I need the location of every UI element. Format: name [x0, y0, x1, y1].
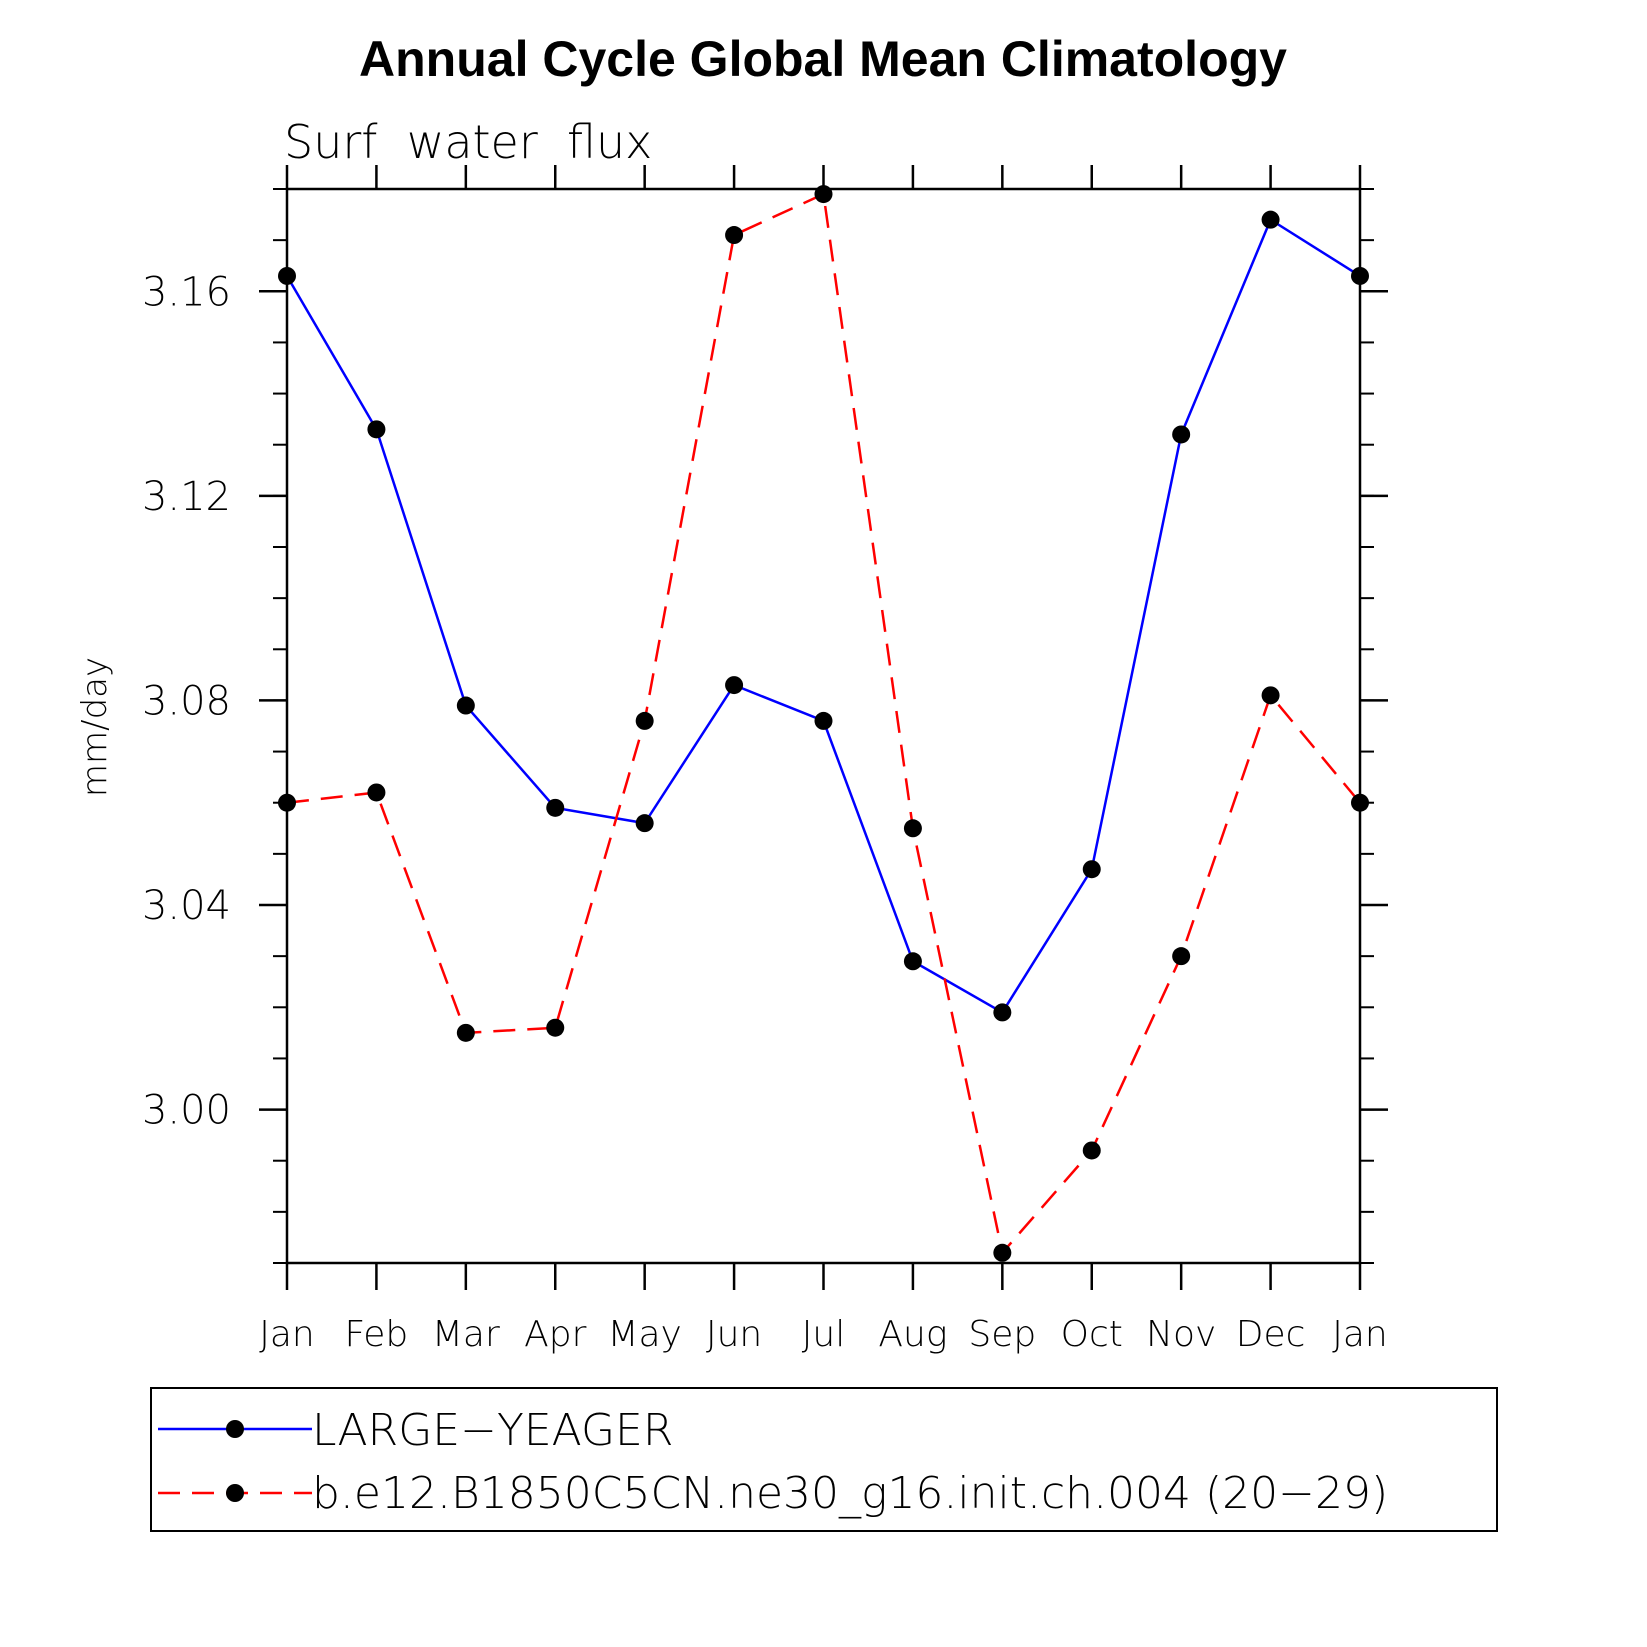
data-point-1 — [1351, 793, 1369, 812]
series-group — [278, 185, 1369, 1262]
x-tick-label: Jul — [802, 1314, 845, 1355]
chart-subtitle: Surf water flux — [284, 115, 652, 169]
x-tick-label: Dec — [1236, 1314, 1306, 1355]
data-point-0 — [635, 814, 654, 833]
data-point-0 — [278, 266, 296, 285]
legend-label-1: b.e12.B1850C5CN.ne30_g16.init.ch.004 (20… — [312, 1468, 1388, 1519]
x-tick-label: Jan — [259, 1314, 315, 1355]
y-tick-label: 3.12 — [142, 474, 231, 520]
x-tick-label: Mar — [432, 1314, 500, 1355]
legend-marker-0 — [226, 1420, 244, 1438]
data-point-0 — [546, 798, 565, 817]
data-point-1 — [278, 793, 296, 812]
data-point-0 — [1172, 425, 1191, 444]
data-point-1 — [635, 711, 654, 730]
y-tick-label: 3.08 — [142, 678, 231, 724]
x-tick-label: Aug — [878, 1314, 947, 1355]
y-axis-label: mm/day — [75, 657, 115, 797]
data-point-1 — [546, 1018, 565, 1037]
x-tick-label: Nov — [1146, 1314, 1216, 1355]
data-point-0 — [1082, 860, 1101, 879]
data-point-0 — [1261, 210, 1280, 229]
chart-title: Annual Cycle Global Mean Climatology — [359, 31, 1287, 87]
legend: LARGE−YEAGER b.e12.B1850C5CN.ne30_g16.in… — [150, 1387, 1498, 1532]
x-tick-label: Sep — [968, 1314, 1036, 1355]
x-tick-label: Jun — [706, 1314, 762, 1355]
axes: Jan Feb Mar Apr May Jun Jul Aug Sep Oct Nov Dec Jan 3… — [142, 165, 1388, 1355]
data-point-1 — [1172, 947, 1191, 966]
x-tick-label: Oct — [1061, 1314, 1123, 1355]
data-point-1 — [814, 185, 833, 204]
data-point-1 — [725, 226, 744, 245]
data-point-0 — [456, 696, 475, 715]
data-point-1 — [367, 783, 386, 802]
data-point-0 — [725, 676, 744, 695]
data-point-0 — [903, 952, 922, 971]
x-tick-label: Jan — [1332, 1314, 1388, 1355]
y-tick-label: 3.00 — [142, 1088, 231, 1134]
data-point-1 — [993, 1243, 1012, 1262]
legend-label-0: LARGE−YEAGER — [312, 1405, 673, 1456]
data-point-1 — [456, 1023, 475, 1042]
data-point-0 — [993, 1003, 1012, 1022]
data-point-1 — [1261, 686, 1280, 705]
y-tick-label: 3.16 — [142, 269, 231, 315]
x-tick-label: Feb — [345, 1314, 409, 1355]
y-tick-label: 3.04 — [142, 883, 231, 929]
legend-box — [150, 1387, 1498, 1532]
x-tick-label: Apr — [524, 1314, 586, 1355]
data-point-0 — [367, 420, 386, 439]
x-tick-label: May — [607, 1314, 681, 1355]
data-point-1 — [1082, 1141, 1101, 1160]
data-point-0 — [814, 711, 833, 730]
legend-marker-1 — [226, 1484, 244, 1502]
series-line-0 — [285, 217, 1361, 1015]
data-point-1 — [903, 819, 922, 838]
data-point-0 — [1351, 266, 1369, 285]
